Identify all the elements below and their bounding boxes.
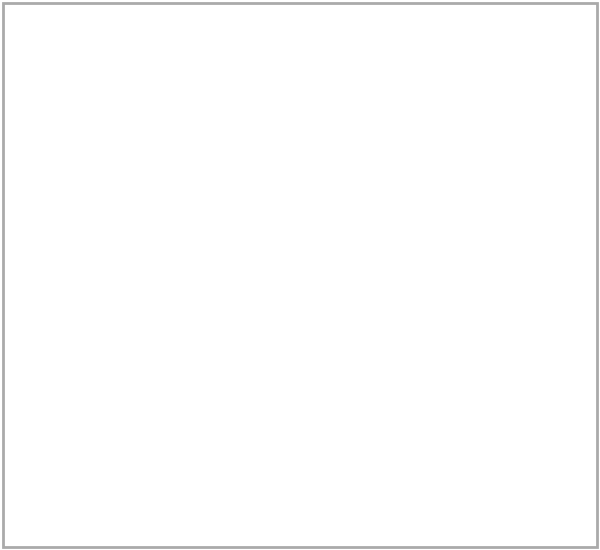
Text: 0: 0 bbox=[465, 241, 472, 251]
Bar bbox=[423, 175, 514, 195]
Text: 0: 0 bbox=[465, 119, 472, 129]
Text: 99: 99 bbox=[374, 180, 387, 190]
Text: BSP {4.0%,1410995}: BSP {4.0%,1410995} bbox=[85, 410, 182, 419]
Bar bbox=[514, 195, 593, 216]
Text: 0: 0 bbox=[465, 160, 472, 170]
Text: 199: 199 bbox=[370, 282, 391, 292]
Text: Nota - 1.3%: Nota - 1.3% bbox=[59, 534, 120, 543]
Bar bbox=[514, 114, 593, 134]
Bar bbox=[338, 216, 423, 236]
Text: 1: 1 bbox=[377, 221, 384, 231]
Bar bbox=[7, 175, 338, 195]
Text: 6: 6 bbox=[550, 119, 557, 129]
Text: Bharatiya Janata Party: Bharatiya Janata Party bbox=[14, 139, 131, 149]
Bar bbox=[338, 134, 423, 155]
Text: 0: 0 bbox=[465, 282, 472, 292]
Bar bbox=[7, 134, 338, 155]
Text: 0: 0 bbox=[465, 180, 472, 190]
Text: Indian National Congress: Indian National Congress bbox=[14, 180, 145, 190]
Text: 3: 3 bbox=[550, 241, 557, 251]
Bar bbox=[338, 277, 423, 297]
Bar bbox=[338, 114, 423, 134]
Bar bbox=[423, 256, 514, 277]
Text: 199: 199 bbox=[542, 282, 564, 292]
Text: 0: 0 bbox=[465, 200, 472, 211]
Bar bbox=[423, 134, 514, 155]
Text: AAAP {0.4%,135816}: AAAP {0.4%,135816} bbox=[85, 481, 184, 490]
Text: Rajasthan: Rajasthan bbox=[257, 21, 343, 36]
Bar bbox=[423, 195, 514, 216]
Text: Independent: Independent bbox=[14, 261, 80, 272]
Bar bbox=[7, 256, 338, 277]
Text: 2: 2 bbox=[550, 160, 557, 170]
Text: BTP {0.7%,255100}: BTP {0.7%,255100} bbox=[85, 463, 176, 472]
Text: RLD {0.3%,116320}: RLD {0.3%,116320} bbox=[85, 499, 178, 508]
Bar bbox=[7, 94, 338, 114]
Bar bbox=[514, 256, 593, 277]
Text: 0: 0 bbox=[465, 261, 472, 272]
Text: Total: Total bbox=[538, 98, 568, 108]
Bar bbox=[7, 155, 338, 175]
Bar bbox=[7, 216, 338, 236]
Text: 73: 73 bbox=[547, 139, 560, 149]
Text: Party: Party bbox=[14, 98, 47, 108]
Bar bbox=[423, 114, 514, 134]
Bar bbox=[514, 134, 593, 155]
Text: RLTP {2.4%,856038}: RLTP {2.4%,856038} bbox=[85, 428, 180, 437]
Text: 99: 99 bbox=[547, 180, 560, 190]
Text: Status Known For 199 out of 200 Constituencies: Status Known For 199 out of 200 Constitu… bbox=[158, 78, 442, 87]
Text: 0: 0 bbox=[465, 221, 472, 231]
Bar bbox=[7, 195, 338, 216]
Bar bbox=[338, 155, 423, 175]
Text: 73: 73 bbox=[374, 139, 387, 149]
Text: 0: 0 bbox=[465, 139, 472, 149]
Text: Leading: Leading bbox=[444, 98, 493, 108]
Text: 2: 2 bbox=[377, 160, 384, 170]
Bar bbox=[423, 155, 514, 175]
Bar bbox=[514, 277, 593, 297]
Text: 6: 6 bbox=[377, 119, 384, 129]
Text: Bahujan Samaj Party: Bahujan Samaj Party bbox=[14, 119, 123, 129]
Text: INC {39.3%,139352...: INC {39.3%,139352... bbox=[85, 357, 184, 366]
Bar bbox=[7, 114, 338, 134]
Bar bbox=[423, 94, 514, 114]
Bar bbox=[338, 195, 423, 216]
Bar bbox=[514, 175, 593, 195]
Bar bbox=[338, 94, 423, 114]
Bar bbox=[338, 236, 423, 256]
Text: Partywise Vote Share: Partywise Vote Share bbox=[216, 310, 384, 323]
Bar bbox=[423, 277, 514, 297]
Bar bbox=[7, 8, 593, 72]
Bar bbox=[514, 94, 593, 114]
Text: BJP {38.8%,137575...: BJP {38.8%,137575... bbox=[85, 375, 182, 383]
Text: Rashtriya Lok Dal: Rashtriya Lok Dal bbox=[14, 221, 106, 231]
Text: 2: 2 bbox=[377, 200, 384, 211]
Text: 1: 1 bbox=[550, 221, 557, 231]
Bar bbox=[514, 155, 593, 175]
Text: Party {Votes%,Vote Count}: Party {Votes%,Vote Count} bbox=[57, 345, 187, 354]
Text: 13: 13 bbox=[547, 261, 560, 272]
Text: Communist Party of India (Marxist): Communist Party of India (Marxist) bbox=[14, 160, 196, 170]
Text: CPM {1.2%,434210}: CPM {1.2%,434210} bbox=[85, 446, 179, 454]
Text: IND {9.5%,3372206}: IND {9.5%,3372206} bbox=[85, 392, 181, 401]
Text: BVHP {0.3%,111357}: BVHP {0.3%,111357} bbox=[85, 516, 184, 525]
Text: 3: 3 bbox=[377, 241, 384, 251]
Bar bbox=[338, 175, 423, 195]
Text: Bhartiya Tribal Party: Bhartiya Tribal Party bbox=[14, 200, 120, 211]
Bar bbox=[514, 216, 593, 236]
Bar bbox=[338, 256, 423, 277]
Text: Total: Total bbox=[14, 282, 43, 292]
Text: Please move your mouse over the chart or legend to view more details.: Please move your mouse over the chart or… bbox=[57, 332, 398, 340]
Bar bbox=[7, 72, 593, 94]
Bar bbox=[423, 236, 514, 256]
Text: Rashtriya Loktantrik Party: Rashtriya Loktantrik Party bbox=[14, 241, 150, 251]
Text: 13: 13 bbox=[374, 261, 387, 272]
Bar bbox=[423, 216, 514, 236]
Text: Result Status: Result Status bbox=[242, 44, 358, 59]
Text: 2: 2 bbox=[550, 200, 557, 211]
Text: Won: Won bbox=[367, 98, 394, 108]
Bar bbox=[514, 236, 593, 256]
Bar bbox=[7, 277, 338, 297]
Bar bbox=[7, 236, 338, 256]
